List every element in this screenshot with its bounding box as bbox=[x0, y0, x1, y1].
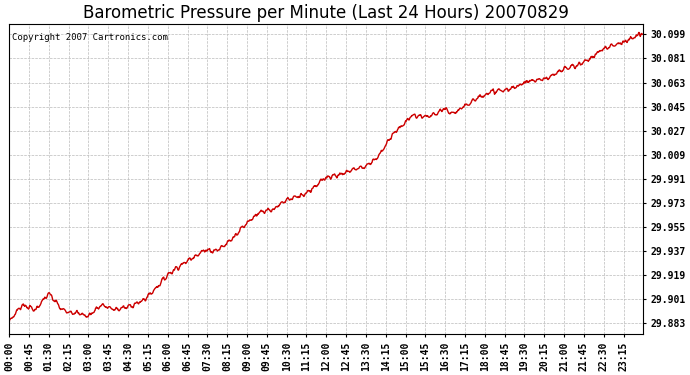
Title: Barometric Pressure per Minute (Last 24 Hours) 20070829: Barometric Pressure per Minute (Last 24 … bbox=[83, 4, 569, 22]
Text: Copyright 2007 Cartronics.com: Copyright 2007 Cartronics.com bbox=[12, 33, 168, 42]
